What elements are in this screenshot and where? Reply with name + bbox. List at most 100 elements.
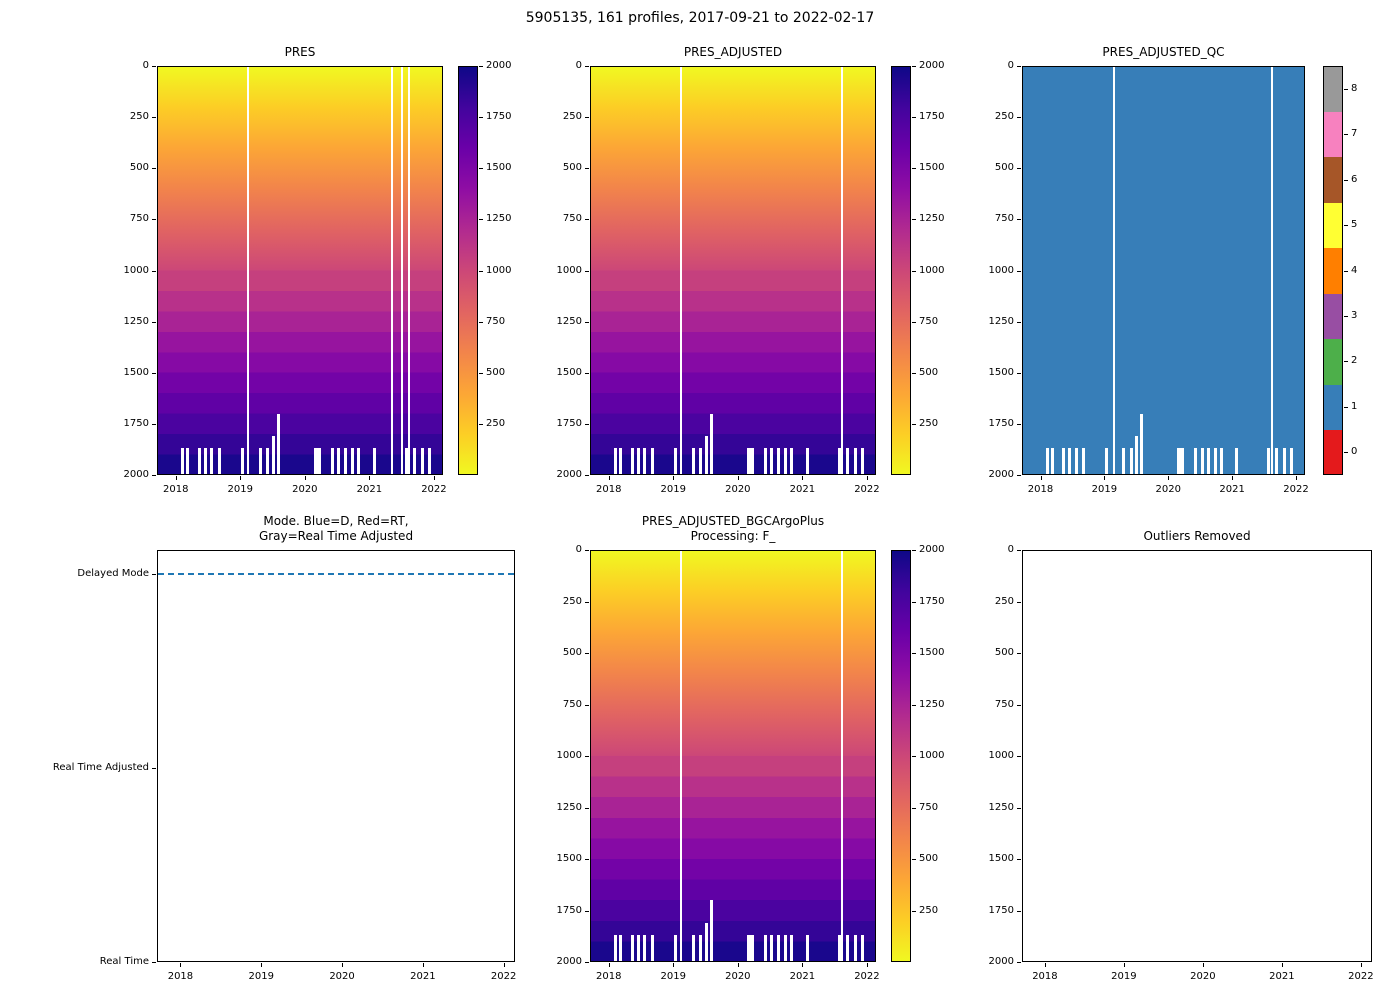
short-profile-notch [784,448,788,475]
colorbar-tick-mark [912,550,916,551]
short-profile-notch [265,448,269,475]
colorbar-tick-label: 2000 [919,544,945,555]
short-profile-notch [351,448,355,475]
x-tick-mark [1281,963,1283,967]
colorbar-tick-label: 750 [919,315,939,327]
y-tick-mark [1017,704,1021,706]
colorbar-tick-label: 1000 [919,750,945,761]
x-tick-label: 2019 [660,971,686,982]
y-tick-mark [585,653,589,654]
colorbar-tick-label: 4 [1351,264,1358,276]
y-tick-mark [152,219,156,221]
y-tick-mark [1017,550,1021,551]
short-profile-notch [673,448,677,475]
colorbar-tick-mark [912,910,916,912]
y-tick-mark [1017,423,1021,425]
short-profile-notch [372,448,376,475]
y-tick-mark [585,475,589,476]
short-profile-notch [271,436,275,475]
short-profile-notch [1220,448,1224,475]
qc-colorbar-band [1323,202,1343,249]
y-tick-label: 250 [994,595,1014,607]
colorbar-tick-label: 1250 [919,698,945,710]
y-tick-label: 1500 [988,366,1014,378]
colorbar-tick-label: 3 [1351,309,1358,321]
y-tick-mark [1017,475,1021,476]
x-tick-label: 2018 [167,971,194,982]
y-tick-mark [585,270,589,272]
mode-category-label: Real Time Adjusted [52,761,149,773]
short-profile-notch [777,448,781,475]
colorbar-tick-label: 750 [919,801,939,813]
colorbar-tick-mark [1344,361,1348,363]
short-profile-notch [1068,448,1072,475]
profile-gap-line [408,66,411,475]
x-tick-label: 2020 [1190,971,1216,982]
short-profile-notch [650,448,654,475]
short-profile-notch [1135,436,1139,475]
x-tick-label: 2019 [1111,971,1137,982]
y-tick-label: 1000 [988,750,1014,761]
y-tick-mark [152,475,156,476]
short-profile-notch [853,935,857,962]
y-tick-label: 0 [1007,60,1014,71]
colorbar-tick-label: 1 [1351,400,1358,412]
profile-gap-line [390,66,393,475]
short-profile-notch [805,935,809,962]
x-tick-mark [369,476,371,480]
colorbar-tick-mark [912,704,916,706]
x-tick-mark [261,963,263,967]
panel-title-pres-adjusted-qc: PRES_ADJUSTED_QC [1102,45,1225,59]
y-tick-label: 2000 [556,469,582,480]
x-tick-mark [866,963,868,967]
short-profile-notch [614,448,618,475]
short-profile-notch [790,935,794,962]
profile-gap-line [841,550,844,962]
x-tick-mark [503,963,505,967]
y-tick-mark [1017,910,1021,912]
x-tick-mark [1104,476,1106,480]
y-tick-label: 1500 [123,366,149,378]
short-profile-notch [709,413,713,475]
colorbar-tick-label: 500 [486,366,506,378]
short-profile-notch [619,935,623,962]
y-tick-mark [585,423,589,425]
colorbar-tick-mark [912,423,916,425]
colorbar-tick-mark [479,321,483,323]
colorbar-tick-mark [912,756,916,757]
y-tick-mark [585,807,589,809]
x-tick-label: 2020 [725,971,751,982]
y-tick-label: 2000 [556,956,582,967]
short-profile-notch [1275,448,1278,475]
qc-colorbar-band [1323,111,1343,158]
y-tick-mark [1017,168,1021,170]
colorbar-tick-mark [912,168,916,170]
y-tick-label: 500 [994,647,1014,658]
x-tick-label: 2021 [410,971,436,982]
x-tick-mark [737,963,739,967]
short-profile-notch [1074,448,1078,475]
short-profile-notch [197,448,201,475]
y-tick-mark [1017,756,1021,757]
short-profile-notch [1235,448,1239,475]
y-tick-label: 1750 [988,417,1014,429]
short-profile-notch [698,448,702,475]
y-tick-label: 1750 [556,417,582,429]
short-profile-notch [186,448,190,475]
short-profile-notch [1282,448,1286,475]
colorbar-tick-mark [479,117,483,119]
colorbar-pres [458,66,478,475]
colorbar-tick-mark [479,219,483,221]
colorbar-tick-label: 5 [1351,219,1358,231]
colorbar-tick-mark [1344,134,1348,136]
profile-gap-line [841,66,844,475]
short-profile-notch [746,448,754,475]
colorbar-tick-label: 1750 [919,595,945,607]
colorbar-tick-label: 8 [1351,82,1358,94]
x-tick-label: 2021 [356,484,383,495]
y-tick-mark [1017,321,1021,323]
x-tick-label: 2020 [725,484,751,495]
x-tick-label: 2019 [227,484,253,495]
short-profile-notch [691,935,695,962]
x-tick-mark [422,963,424,967]
